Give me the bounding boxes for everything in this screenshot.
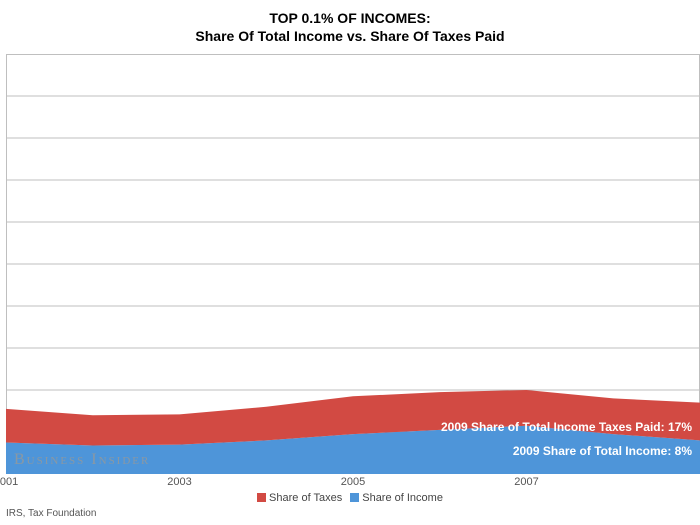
area-chart-svg [6,54,700,474]
legend-item: Share of Taxes [257,492,342,504]
x-tick-label: 2005 [341,476,365,488]
legend-label: Share of Income [362,492,443,504]
x-tick-label: 2007 [514,476,538,488]
title-line-2: Share Of Total Income vs. Share Of Taxes… [0,28,700,46]
x-tick-label: 2003 [167,476,191,488]
title-line-1: TOP 0.1% OF INCOMES: [0,10,700,28]
x-axis-labels: 2001200320052007 [6,476,700,490]
legend-swatch [350,493,359,502]
legend-item: Share of Income [350,492,443,504]
annotation-taxes: 2009 Share of Total Income Taxes Paid: 1… [441,420,692,434]
legend: Share of Taxes Share of Income [0,492,700,504]
chart-title: TOP 0.1% OF INCOMES: Share Of Total Inco… [0,10,700,45]
watermark-logo: Business Insider [14,451,150,469]
source-citation: IRS, Tax Foundation [6,508,96,519]
legend-swatch [257,493,266,502]
annotation-income: 2009 Share of Total Income: 8% [513,444,692,458]
x-tick-label: 2001 [0,476,18,488]
chart-container: TOP 0.1% OF INCOMES: Share Of Total Inco… [0,0,700,525]
plot-area [6,54,700,474]
legend-label: Share of Taxes [269,492,342,504]
